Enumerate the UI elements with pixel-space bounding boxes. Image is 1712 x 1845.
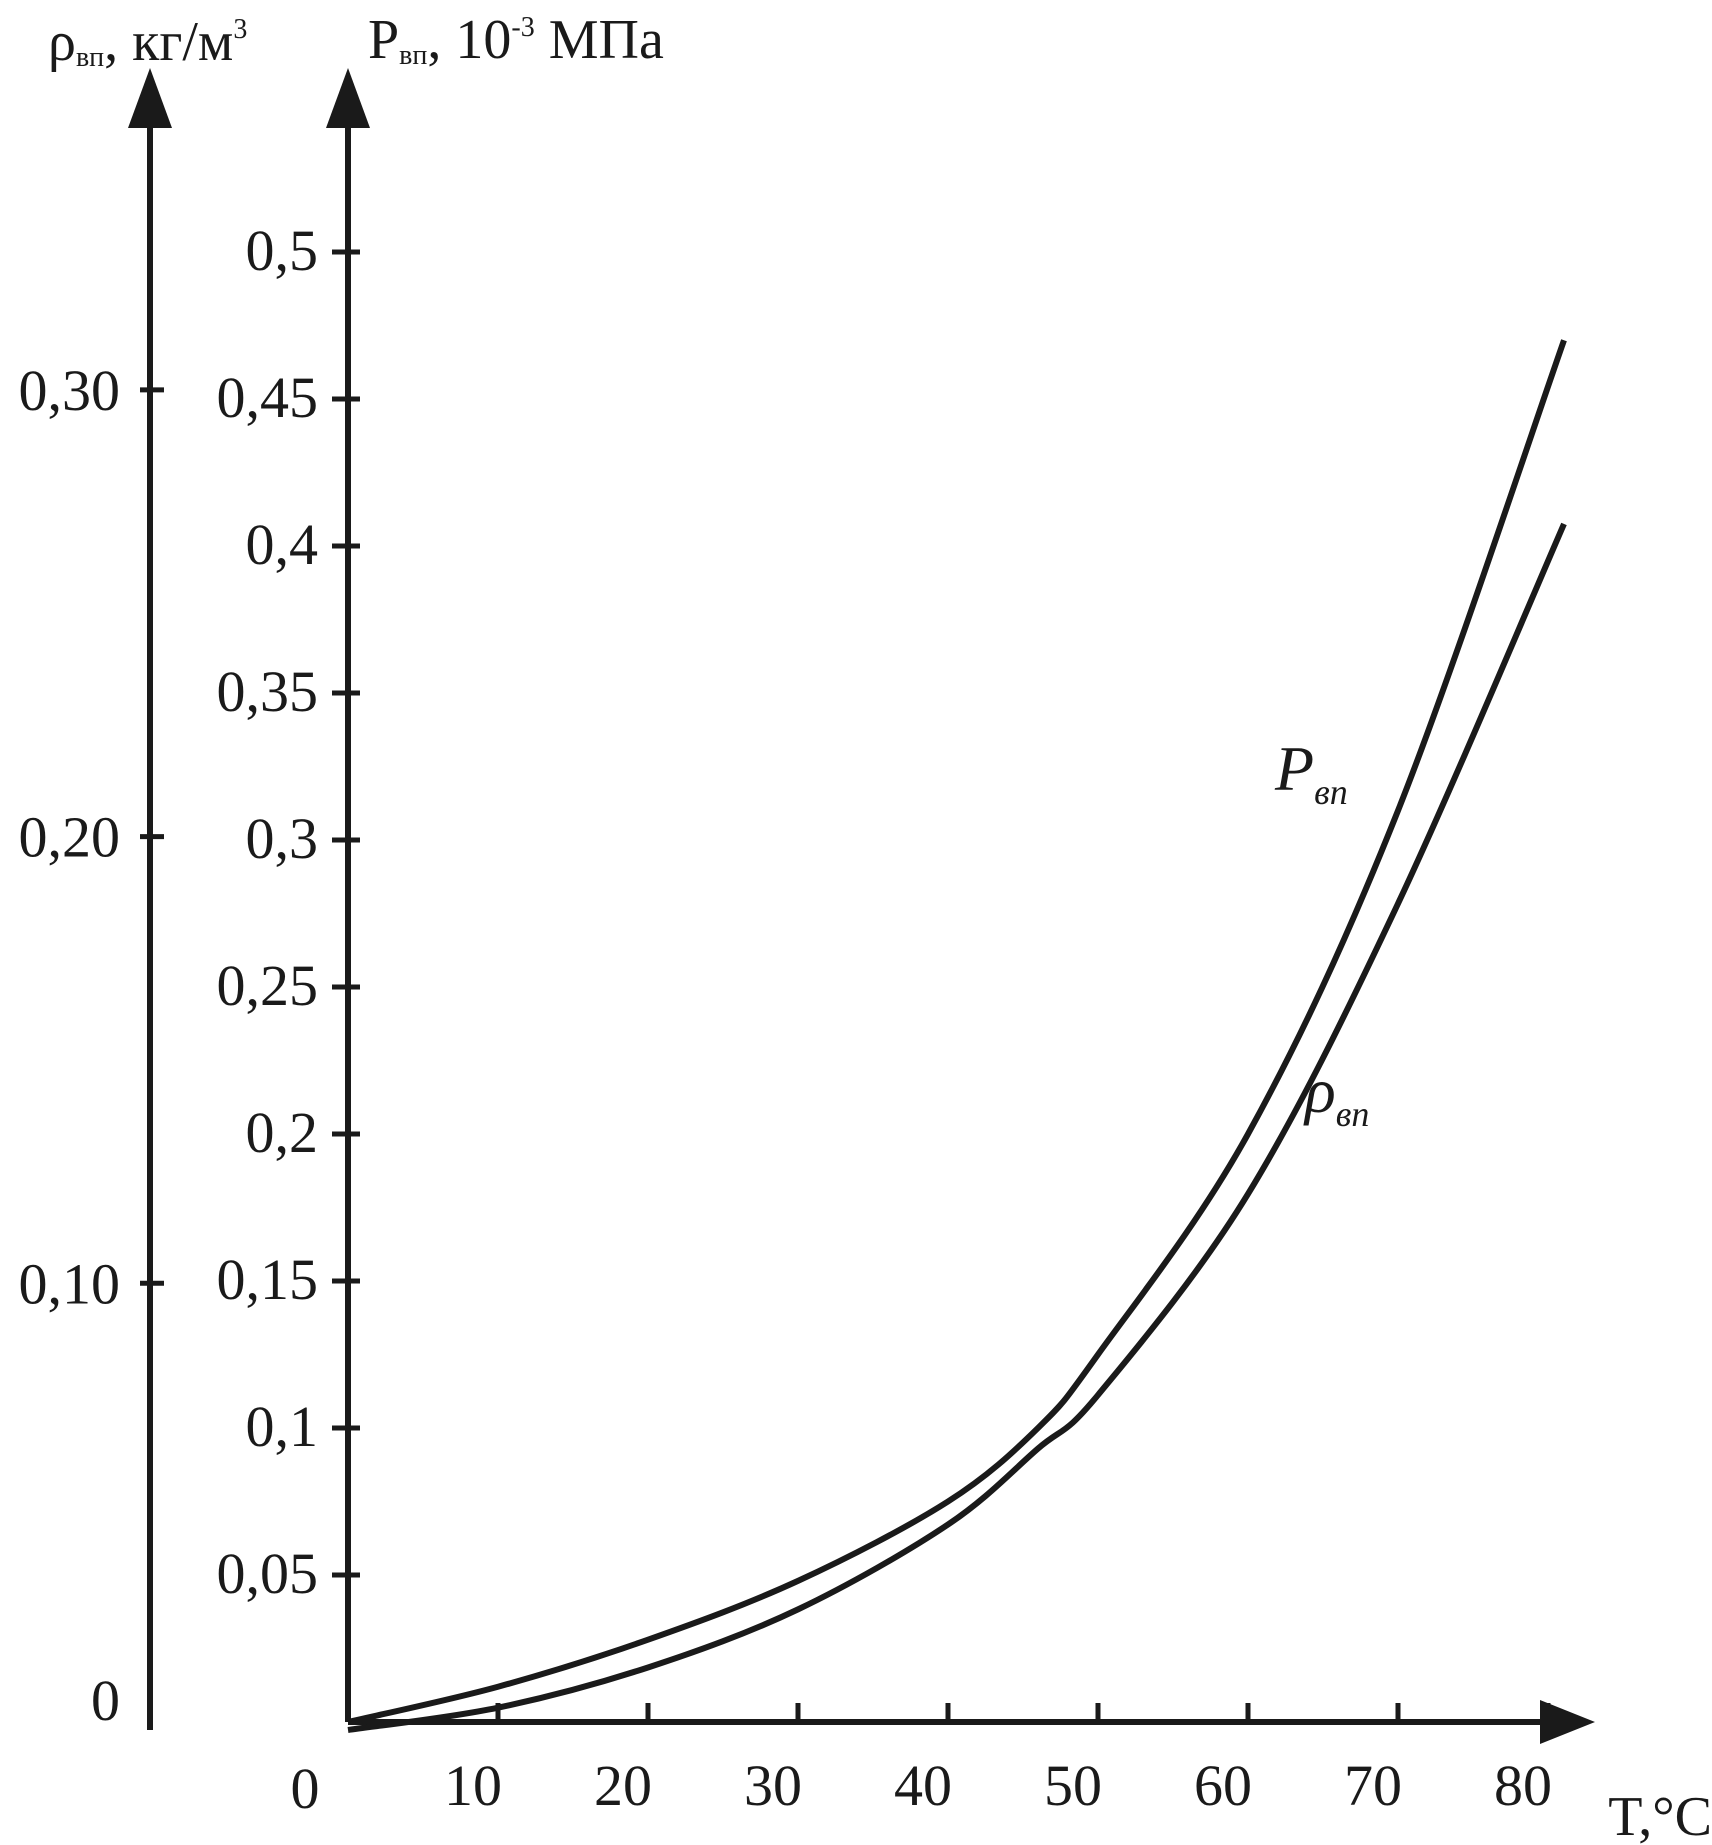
pressure-tick-label: 0,4 (246, 512, 319, 577)
density-axis: 0 0,10 0,20 0,30 ρвп, кг/м3 (19, 11, 248, 1733)
density-tick-label: 0 (91, 1668, 120, 1733)
x-axis-arrow (1540, 1700, 1595, 1744)
x-tick-label: 10 (444, 1753, 502, 1818)
series-pressure-label: Pвп (1274, 733, 1348, 812)
pressure-tick-label: 0,1 (246, 1394, 319, 1459)
pressure-tick-label: 0,25 (217, 953, 319, 1018)
density-tick-label: 0,30 (19, 358, 121, 423)
pressure-tick-label: 0,15 (217, 1247, 319, 1312)
x-origin-label: 0 (291, 1756, 320, 1821)
density-tick-label: 0,20 (19, 805, 121, 870)
x-tick-label: 70 (1344, 1753, 1402, 1818)
density-axis-title: ρвп, кг/м3 (48, 11, 247, 73)
pressure-tick-label: 0,35 (217, 659, 319, 724)
x-tick-label: 20 (594, 1753, 652, 1818)
density-axis-arrow (128, 68, 172, 128)
x-tick-label: 80 (1494, 1753, 1552, 1818)
pressure-axis-title: Pвп, 10-3 МПа (368, 9, 664, 71)
pressure-tick-label: 0,05 (217, 1541, 319, 1606)
density-tick-label: 0,10 (19, 1251, 121, 1316)
series-pressure-line (347, 339, 1567, 1725)
x-tick-label: 40 (894, 1753, 952, 1818)
x-tick-label: 60 (1194, 1753, 1252, 1818)
pressure-axis-arrow (326, 68, 370, 128)
pressure-tick-label: 0,45 (217, 365, 319, 430)
x-tick-label: 30 (744, 1753, 802, 1818)
pressure-tick-label: 0,5 (246, 218, 319, 283)
pressure-axis: 0,05 0,1 0,15 0,2 0,25 0,3 0,35 0,4 0,45 0,5 Pвп,… (217, 9, 664, 1722)
x-tick-label: 50 (1044, 1753, 1102, 1818)
pressure-tick-label: 0,3 (246, 806, 319, 871)
x-axis-title: T,°C (1608, 1786, 1712, 1845)
pressure-tick-label: 0,2 (246, 1100, 319, 1165)
series-density-line (347, 522, 1567, 1733)
x-axis: 10 20 30 40 50 60 70 80 0 T,°C (291, 1700, 1712, 1845)
series-density-label: ρвп (1303, 1055, 1369, 1134)
plot-area: Pвп ρвп (347, 339, 1567, 1733)
